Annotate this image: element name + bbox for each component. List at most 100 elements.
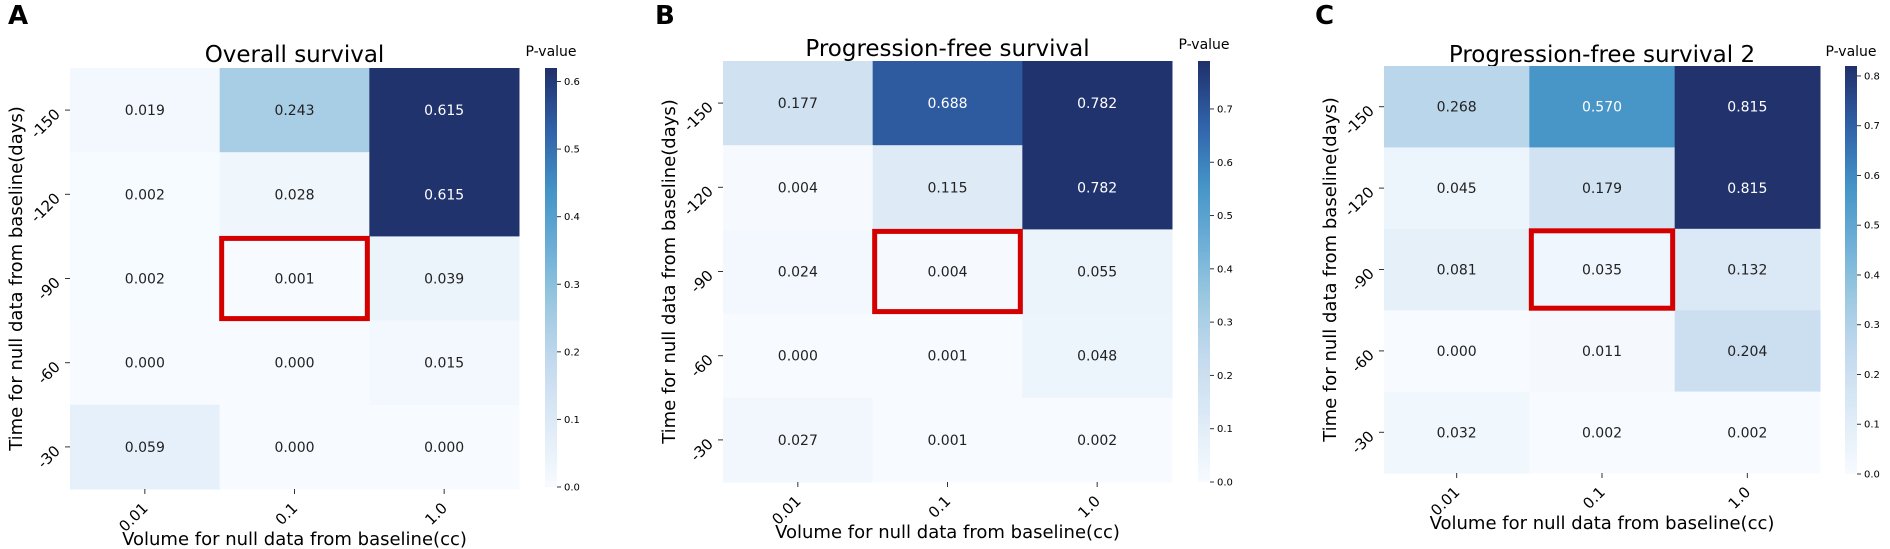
cell-value-label: 0.243: [274, 103, 314, 119]
heatmap-cell: [872, 313, 1023, 399]
heatmap-cell: [1384, 310, 1530, 393]
cell-value-label: 0.055: [1077, 265, 1117, 281]
heatmap-cell: [1674, 310, 1821, 393]
colorbar-tick-label: 0.6: [1864, 171, 1880, 182]
cell-value-label: 0.000: [1437, 344, 1477, 360]
colorbar-tick-label: 0.1: [564, 415, 580, 426]
heatmap-cell: [1529, 147, 1676, 230]
cell-value-label: 0.204: [1727, 344, 1767, 360]
cell-value-label: 0.815: [1727, 181, 1767, 197]
panel-label: C: [1315, 1, 1334, 31]
heatmap-cell: [872, 229, 1023, 315]
cell-value-label: 0.004: [927, 265, 967, 281]
heatmap-cell: [1384, 228, 1530, 311]
colorbar-tick-label: 0.2: [564, 347, 580, 358]
colorbar-tick-label: 0.2: [1864, 370, 1880, 381]
heatmap-cell: [723, 313, 874, 399]
heatmap-cell: [723, 145, 874, 230]
x-axis-label: Volume for null data from baseline(cc): [1430, 513, 1775, 534]
colorbar-tick-label: 0.6: [1217, 158, 1233, 169]
cell-value-label: 0.001: [927, 349, 967, 365]
cell-value-label: 0.132: [1727, 263, 1767, 279]
colorbar-tick-label: 0.7: [1864, 121, 1880, 132]
colorbar-tick-label: 0.4: [1217, 264, 1233, 275]
heatmap-cell: [219, 152, 370, 237]
chart-title: Progression-free survival 2: [1449, 42, 1755, 68]
y-axis-label: Time for null data from baseline(days): [1320, 97, 1341, 443]
heatmap-cell: [70, 236, 221, 322]
cell-value-label: 0.782: [1077, 180, 1117, 196]
cell-value-label: 0.177: [778, 96, 818, 112]
cell-value-label: 0.615: [424, 103, 464, 119]
cell-value-label: 0.002: [125, 272, 165, 288]
cell-value-label: 0.045: [1437, 181, 1477, 197]
cell-value-label: 0.028: [274, 187, 314, 203]
cell-value-label: 0.782: [1077, 96, 1117, 112]
heatmap-cell: [723, 397, 874, 483]
cell-value-label: 0.268: [1437, 100, 1477, 116]
colorbar-tick-label: 0.5: [1217, 211, 1233, 222]
colorbar-tick-label: 0.0: [564, 483, 580, 494]
cell-value-label: 0.015: [424, 356, 464, 372]
cell-value-label: 0.001: [927, 433, 967, 449]
heatmap-cell: [1022, 397, 1173, 483]
colorbar: [1198, 61, 1210, 482]
colorbar-label: P-value: [1825, 44, 1876, 60]
heatmap-cell: [1529, 391, 1676, 474]
heatmap-cell: [1674, 391, 1821, 474]
heatmap-cell: [723, 229, 874, 315]
colorbar-tick-label: 0.8: [1864, 71, 1880, 82]
colorbar-tick-label: 0.6: [564, 77, 580, 88]
cell-value-label: 0.815: [1727, 100, 1767, 116]
y-axis-label: Time for null data from baseline(days): [659, 99, 680, 445]
colorbar-tick-label: 0.5: [564, 145, 580, 156]
colorbar: [545, 68, 557, 487]
heatmap-cell: [1529, 66, 1676, 148]
heatmap-cell: [872, 145, 1023, 230]
cell-value-label: 0.000: [778, 349, 818, 365]
chart-title: Progression-free survival: [805, 36, 1089, 62]
heatmap-cell: [369, 404, 520, 490]
colorbar-tick-label: 0.0: [1864, 470, 1880, 481]
cell-value-label: 0.004: [778, 180, 818, 196]
heatmap-cell: [1384, 391, 1530, 474]
cell-value-label: 0.000: [274, 440, 314, 456]
cell-value-label: 0.179: [1582, 181, 1622, 197]
cell-value-label: 0.002: [1727, 425, 1767, 441]
highlight-box: [1528, 228, 1676, 311]
heatmap-panel-a: A Overall survival 0.019 0.243 0.615 0.002 0.0…: [6, 1, 580, 549]
heatmap-cell: [1674, 228, 1821, 311]
heatmap-cell: [1384, 147, 1530, 230]
cell-value-label: 0.000: [125, 356, 165, 372]
cell-value-label: 0.000: [274, 356, 314, 372]
cell-value-label: 0.115: [927, 180, 967, 196]
colorbar-tick-label: 0.4: [1864, 270, 1880, 281]
heatmap-panel-b: B Progression-free survival 0.177 0.688 0.78…: [655, 1, 1233, 543]
colorbar-tick-label: 0.1: [1864, 420, 1880, 431]
heatmap-cell: [872, 61, 1023, 146]
cell-value-label: 0.027: [778, 433, 818, 449]
heatmap-cell: [1529, 228, 1676, 311]
colorbar-label: P-value: [525, 44, 576, 60]
colorbar-tick-label: 0.7: [1217, 104, 1233, 115]
heatmap-cell: [219, 68, 370, 153]
colorbar-tick-label: 0.3: [1864, 320, 1880, 331]
heatmap-cell: [70, 320, 221, 406]
cell-value-label: 0.002: [1582, 425, 1622, 441]
heatmap-cell: [1529, 310, 1676, 393]
heatmap-cell: [369, 236, 520, 322]
colorbar-tick-label: 0.3: [1217, 318, 1233, 329]
colorbar-tick-label: 0.2: [1217, 371, 1233, 382]
heatmap-cell: [70, 404, 221, 490]
colorbar-tick-label: 0.4: [564, 212, 580, 223]
colorbar-tick-label: 0.0: [1217, 478, 1233, 489]
heatmap-cell: [872, 397, 1023, 483]
heatmap-cell: [219, 236, 370, 322]
panel-label: A: [8, 1, 28, 31]
cell-value-label: 0.002: [1077, 433, 1117, 449]
heatmap-cell: [1022, 229, 1173, 315]
cell-value-label: 0.688: [927, 96, 967, 112]
heatmap-cell: [369, 152, 520, 237]
cell-value-label: 0.059: [125, 440, 165, 456]
